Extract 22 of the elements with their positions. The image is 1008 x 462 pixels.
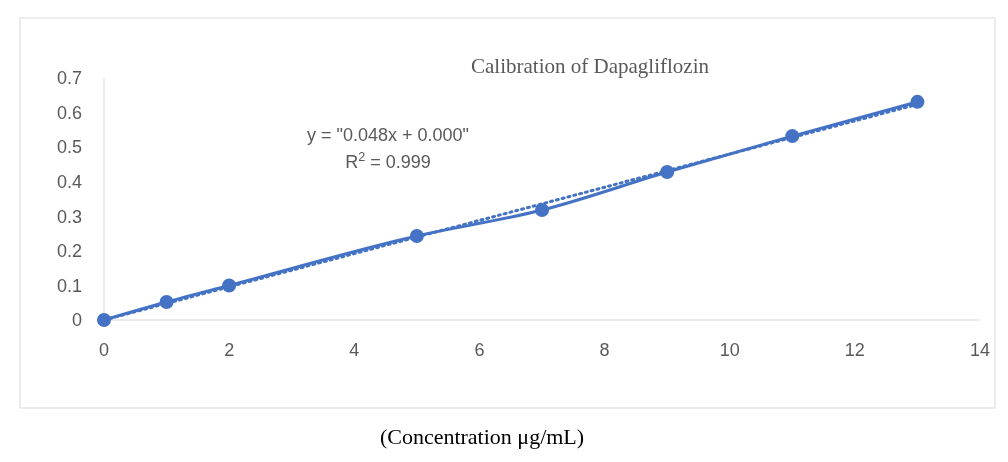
x-tick-label: 14 — [969, 340, 991, 360]
y-tick-label: 0.5 — [56, 137, 82, 158]
y-tick-label: 0.2 — [56, 241, 82, 262]
y-tick-label: 0 — [71, 310, 82, 331]
x-tick-label: 6 — [474, 340, 485, 360]
y-tick-label: 0.3 — [56, 206, 82, 227]
point — [97, 313, 111, 327]
annotation: y = "0.048x + 0.000" — [307, 125, 469, 145]
y-tick-label: 0.6 — [56, 102, 82, 123]
point — [535, 203, 549, 218]
x-tick-label: 2 — [224, 340, 235, 360]
x-tick-label: 4 — [349, 340, 360, 360]
chart-title: Calibration of Dapagliflozin — [471, 54, 710, 78]
x-tick-label: 12 — [844, 340, 865, 360]
x-tick-label: 8 — [599, 340, 610, 360]
x-axis-title: (Concentration μg/mL) — [379, 424, 585, 449]
y-tick-label: 0.4 — [56, 172, 82, 193]
x-tick-label: 10 — [719, 340, 740, 360]
y-tick-label: 0.1 — [56, 275, 82, 296]
x-tick-label: 0 — [98, 340, 110, 360]
annotation: R$^{2}$ = 0.999 — [345, 150, 431, 172]
y-tick-label: 0.7 — [56, 68, 82, 89]
